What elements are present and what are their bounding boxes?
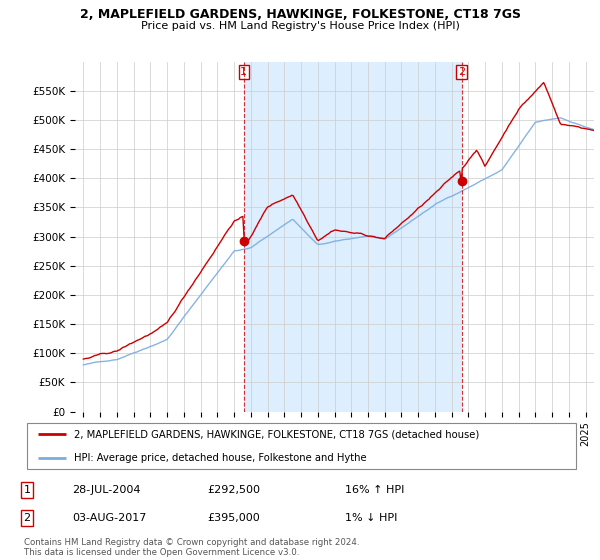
Text: 1: 1 xyxy=(23,485,31,495)
Text: 1: 1 xyxy=(240,67,247,77)
Text: 28-JUL-2004: 28-JUL-2004 xyxy=(72,485,140,495)
Text: Contains HM Land Registry data © Crown copyright and database right 2024.
This d: Contains HM Land Registry data © Crown c… xyxy=(24,538,359,557)
Text: 16% ↑ HPI: 16% ↑ HPI xyxy=(345,485,404,495)
Text: 2: 2 xyxy=(458,67,465,77)
FancyBboxPatch shape xyxy=(27,423,577,469)
Text: 1% ↓ HPI: 1% ↓ HPI xyxy=(345,513,397,523)
Bar xyxy=(244,62,461,412)
Text: 2: 2 xyxy=(23,513,31,523)
Text: £395,000: £395,000 xyxy=(207,513,260,523)
Text: 03-AUG-2017: 03-AUG-2017 xyxy=(72,513,146,523)
Text: £292,500: £292,500 xyxy=(207,485,260,495)
Text: 2, MAPLEFIELD GARDENS, HAWKINGE, FOLKESTONE, CT18 7GS: 2, MAPLEFIELD GARDENS, HAWKINGE, FOLKEST… xyxy=(79,8,521,21)
Text: 2, MAPLEFIELD GARDENS, HAWKINGE, FOLKESTONE, CT18 7GS (detached house): 2, MAPLEFIELD GARDENS, HAWKINGE, FOLKEST… xyxy=(74,429,479,439)
Text: Price paid vs. HM Land Registry's House Price Index (HPI): Price paid vs. HM Land Registry's House … xyxy=(140,21,460,31)
Text: HPI: Average price, detached house, Folkestone and Hythe: HPI: Average price, detached house, Folk… xyxy=(74,453,367,463)
